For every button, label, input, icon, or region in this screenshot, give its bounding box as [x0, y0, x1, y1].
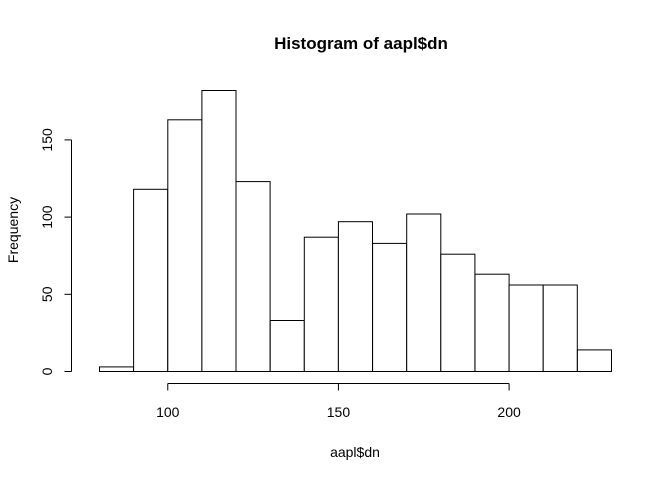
histogram-bar: [542, 284, 578, 372]
x-tick-label: 150: [327, 404, 351, 420]
histogram-bar: [133, 188, 169, 372]
histogram-bar: [235, 181, 271, 372]
histogram-bar: [474, 273, 510, 373]
x-tick-label: 200: [497, 404, 521, 420]
y-tick-label: 100: [39, 205, 55, 229]
bars-group: [99, 90, 613, 373]
y-axis-label: Frequency: [5, 197, 21, 263]
histogram-bar: [508, 284, 544, 372]
y-tick-label: 150: [39, 128, 55, 152]
histogram-bar: [167, 119, 203, 372]
histogram-bar: [99, 366, 135, 372]
histogram-bar: [337, 221, 373, 372]
y-axis: 0 50 100 150: [39, 128, 72, 375]
y-tick-label: 0: [39, 367, 55, 375]
chart-title: Histogram of aapl$dn: [274, 34, 448, 53]
histogram-bar: [406, 213, 442, 372]
x-axis-label: aapl$dn: [330, 444, 380, 460]
x-axis: 100 150 200: [156, 383, 521, 420]
histogram-bar: [440, 253, 476, 372]
histogram-bar: [576, 349, 613, 372]
histogram-bar: [201, 90, 237, 372]
histogram-bar: [269, 320, 305, 372]
histogram-bar: [372, 242, 408, 372]
y-tick-label: 50: [39, 286, 55, 302]
histogram-bar: [303, 236, 339, 372]
x-tick-label: 100: [156, 404, 180, 420]
